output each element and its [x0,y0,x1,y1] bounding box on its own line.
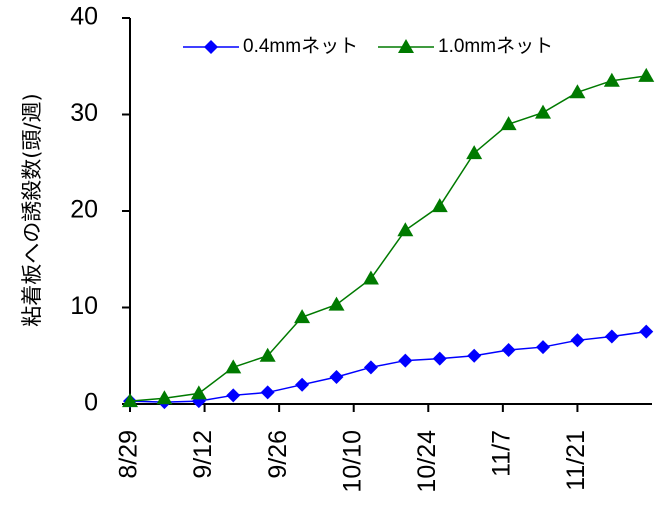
data-point [328,296,345,311]
data-point [294,309,311,324]
data-point [638,67,655,82]
data-point [501,342,516,357]
series-2 [122,67,655,408]
data-point [604,329,619,344]
x-tick-label: 11/21 [562,430,590,491]
y-tick-label: 10 [70,292,98,320]
legend-marker [204,40,218,54]
y-tick-label: 20 [70,196,98,224]
y-tick-label: 40 [70,3,98,31]
data-point [225,359,242,374]
data-point [466,145,483,160]
data-point [536,340,551,355]
x-axis: 8/29 9/12 9/26 10/10 10/24 11/7 11/21 [115,403,652,493]
data-point [569,84,586,99]
data-point [362,270,379,285]
plot-area [122,67,655,410]
data-point [156,390,173,405]
data-point [639,324,654,339]
data-point [432,351,447,366]
data-point [295,377,310,392]
legend-item: 1.0mmネット [378,36,553,57]
y-axis-title: 粘着板への誘殺数(頭/週) [20,93,44,326]
x-tick-label: 9/12 [189,430,217,479]
x-tick-label: 10/10 [338,430,366,493]
x-tick-label: 9/26 [264,430,292,479]
data-point [363,360,378,375]
data-point [190,385,207,400]
data-point [122,393,138,408]
y-axis: 0 10 20 30 40 [70,3,131,417]
legend: 0.4mmネット 1.0mmネット [183,36,553,57]
data-point [329,369,344,384]
data-point [467,348,482,363]
data-point [398,353,413,368]
legend-item: 0.4mmネット [183,36,358,57]
legend-label: 0.4mmネット [243,36,358,57]
x-tick-label: 10/24 [413,430,441,493]
data-point [570,333,585,348]
x-tick-label: 8/29 [115,430,143,479]
data-point [431,198,448,213]
data-point [397,222,414,237]
legend-label: 1.0mmネット [438,36,553,57]
series-line [129,75,647,402]
x-tick-label: 11/7 [487,430,515,477]
data-point [226,388,241,403]
series-line [129,330,647,403]
data-point [603,72,620,87]
legend-marker [398,39,414,53]
data-point [260,385,275,400]
data-point [535,104,552,119]
data-point [500,116,517,131]
data-point [259,347,276,362]
y-tick-label: 0 [84,389,98,417]
y-tick-label: 30 [70,99,98,127]
